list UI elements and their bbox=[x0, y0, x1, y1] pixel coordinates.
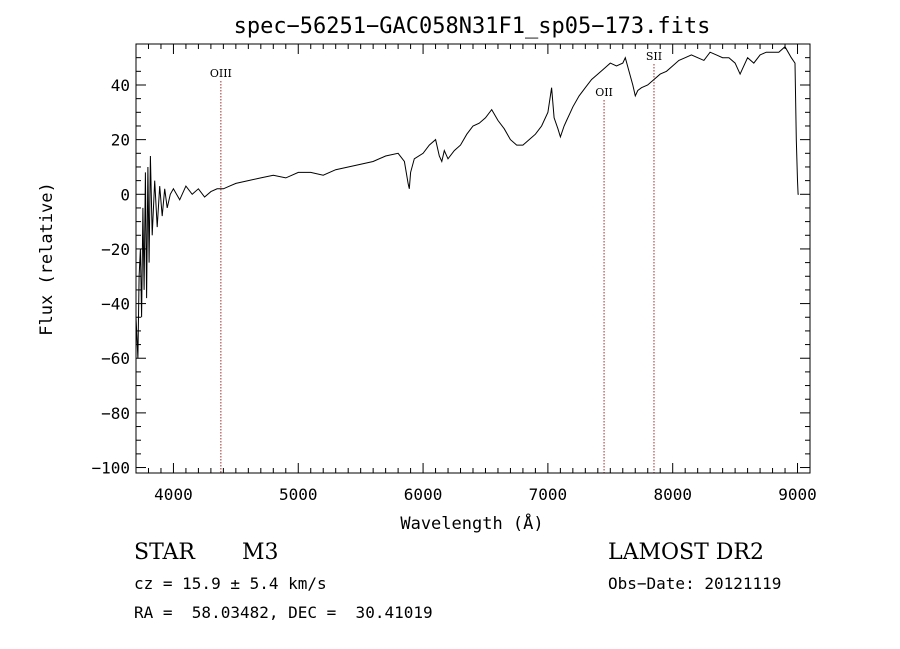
x-tick-label: 5000 bbox=[279, 485, 318, 504]
y-tick-label: 40 bbox=[111, 76, 130, 95]
emission-line-label: OIII bbox=[210, 67, 232, 80]
y-tick-label: 0 bbox=[120, 185, 130, 204]
spectrum-line bbox=[135, 45, 799, 359]
redshift-info: cz = 15.9 ± 5.4 km/s bbox=[134, 574, 327, 593]
emission-line-label: SII bbox=[646, 50, 662, 63]
x-axis: 4000 5000 6000 7000 8000 9000 bbox=[135, 44, 817, 504]
plot-frame bbox=[135, 43, 811, 474]
x-tick-label: 4000 bbox=[154, 485, 193, 504]
y-tick-label: 20 bbox=[111, 131, 130, 150]
x-tick-label: 7000 bbox=[529, 485, 568, 504]
y-tick-label: −100 bbox=[91, 459, 130, 478]
y-tick-label: −40 bbox=[101, 295, 130, 314]
y-axis: −100 −80 −60 −40 −20 0 20 40 bbox=[91, 57, 810, 478]
x-tick-label: 9000 bbox=[778, 485, 817, 504]
y-tick-label: −80 bbox=[101, 404, 130, 423]
y-axis-label: Flux (relative) bbox=[37, 182, 57, 336]
x-axis-label: Wavelength (Å) bbox=[400, 512, 543, 534]
observation-date: Obs−Date: 20121119 bbox=[608, 574, 782, 593]
object-subclass: M3 bbox=[242, 540, 279, 565]
emission-line-markers: OIII OII SII bbox=[210, 50, 662, 473]
chart-title: spec−56251−GAC058N31F1_sp05−173.fits bbox=[234, 14, 711, 39]
emission-line-label: OII bbox=[595, 86, 613, 99]
object-class: STAR bbox=[134, 540, 195, 565]
y-tick-label: −20 bbox=[101, 240, 130, 259]
survey-name: LAMOST DR2 bbox=[608, 540, 764, 565]
coordinates-info: RA = 58.03482, DEC = 30.41019 bbox=[134, 603, 433, 622]
x-tick-label: 8000 bbox=[653, 485, 692, 504]
y-tick-label: −60 bbox=[101, 349, 130, 368]
x-tick-label: 6000 bbox=[404, 485, 443, 504]
